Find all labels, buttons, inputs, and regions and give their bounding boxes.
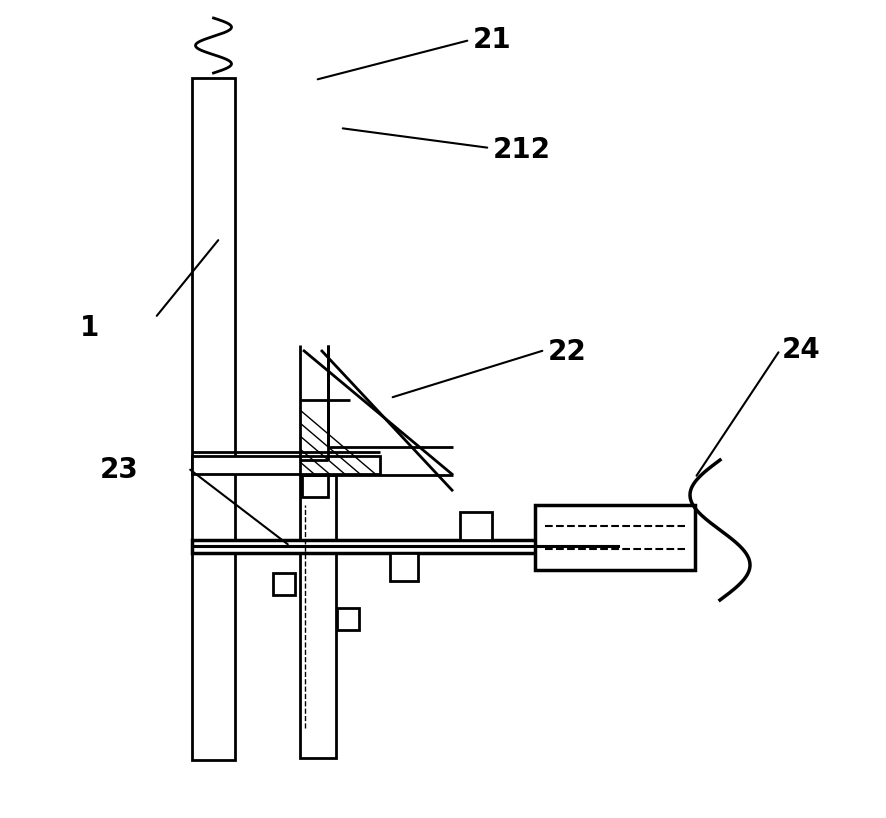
Text: 22: 22 [548,338,586,366]
Bar [460,512,492,540]
Text: 24: 24 [781,336,820,364]
Bar [301,475,328,497]
Bar [273,573,295,595]
Text: 1: 1 [80,314,99,342]
Bar [191,78,235,760]
Text: 21: 21 [472,26,511,54]
Bar [191,540,619,553]
Text: 212: 212 [493,136,550,164]
Bar [534,505,695,570]
Bar [299,475,336,758]
Bar [337,608,359,630]
Text: 23: 23 [100,456,138,484]
Bar [191,456,379,474]
Bar [390,553,417,581]
